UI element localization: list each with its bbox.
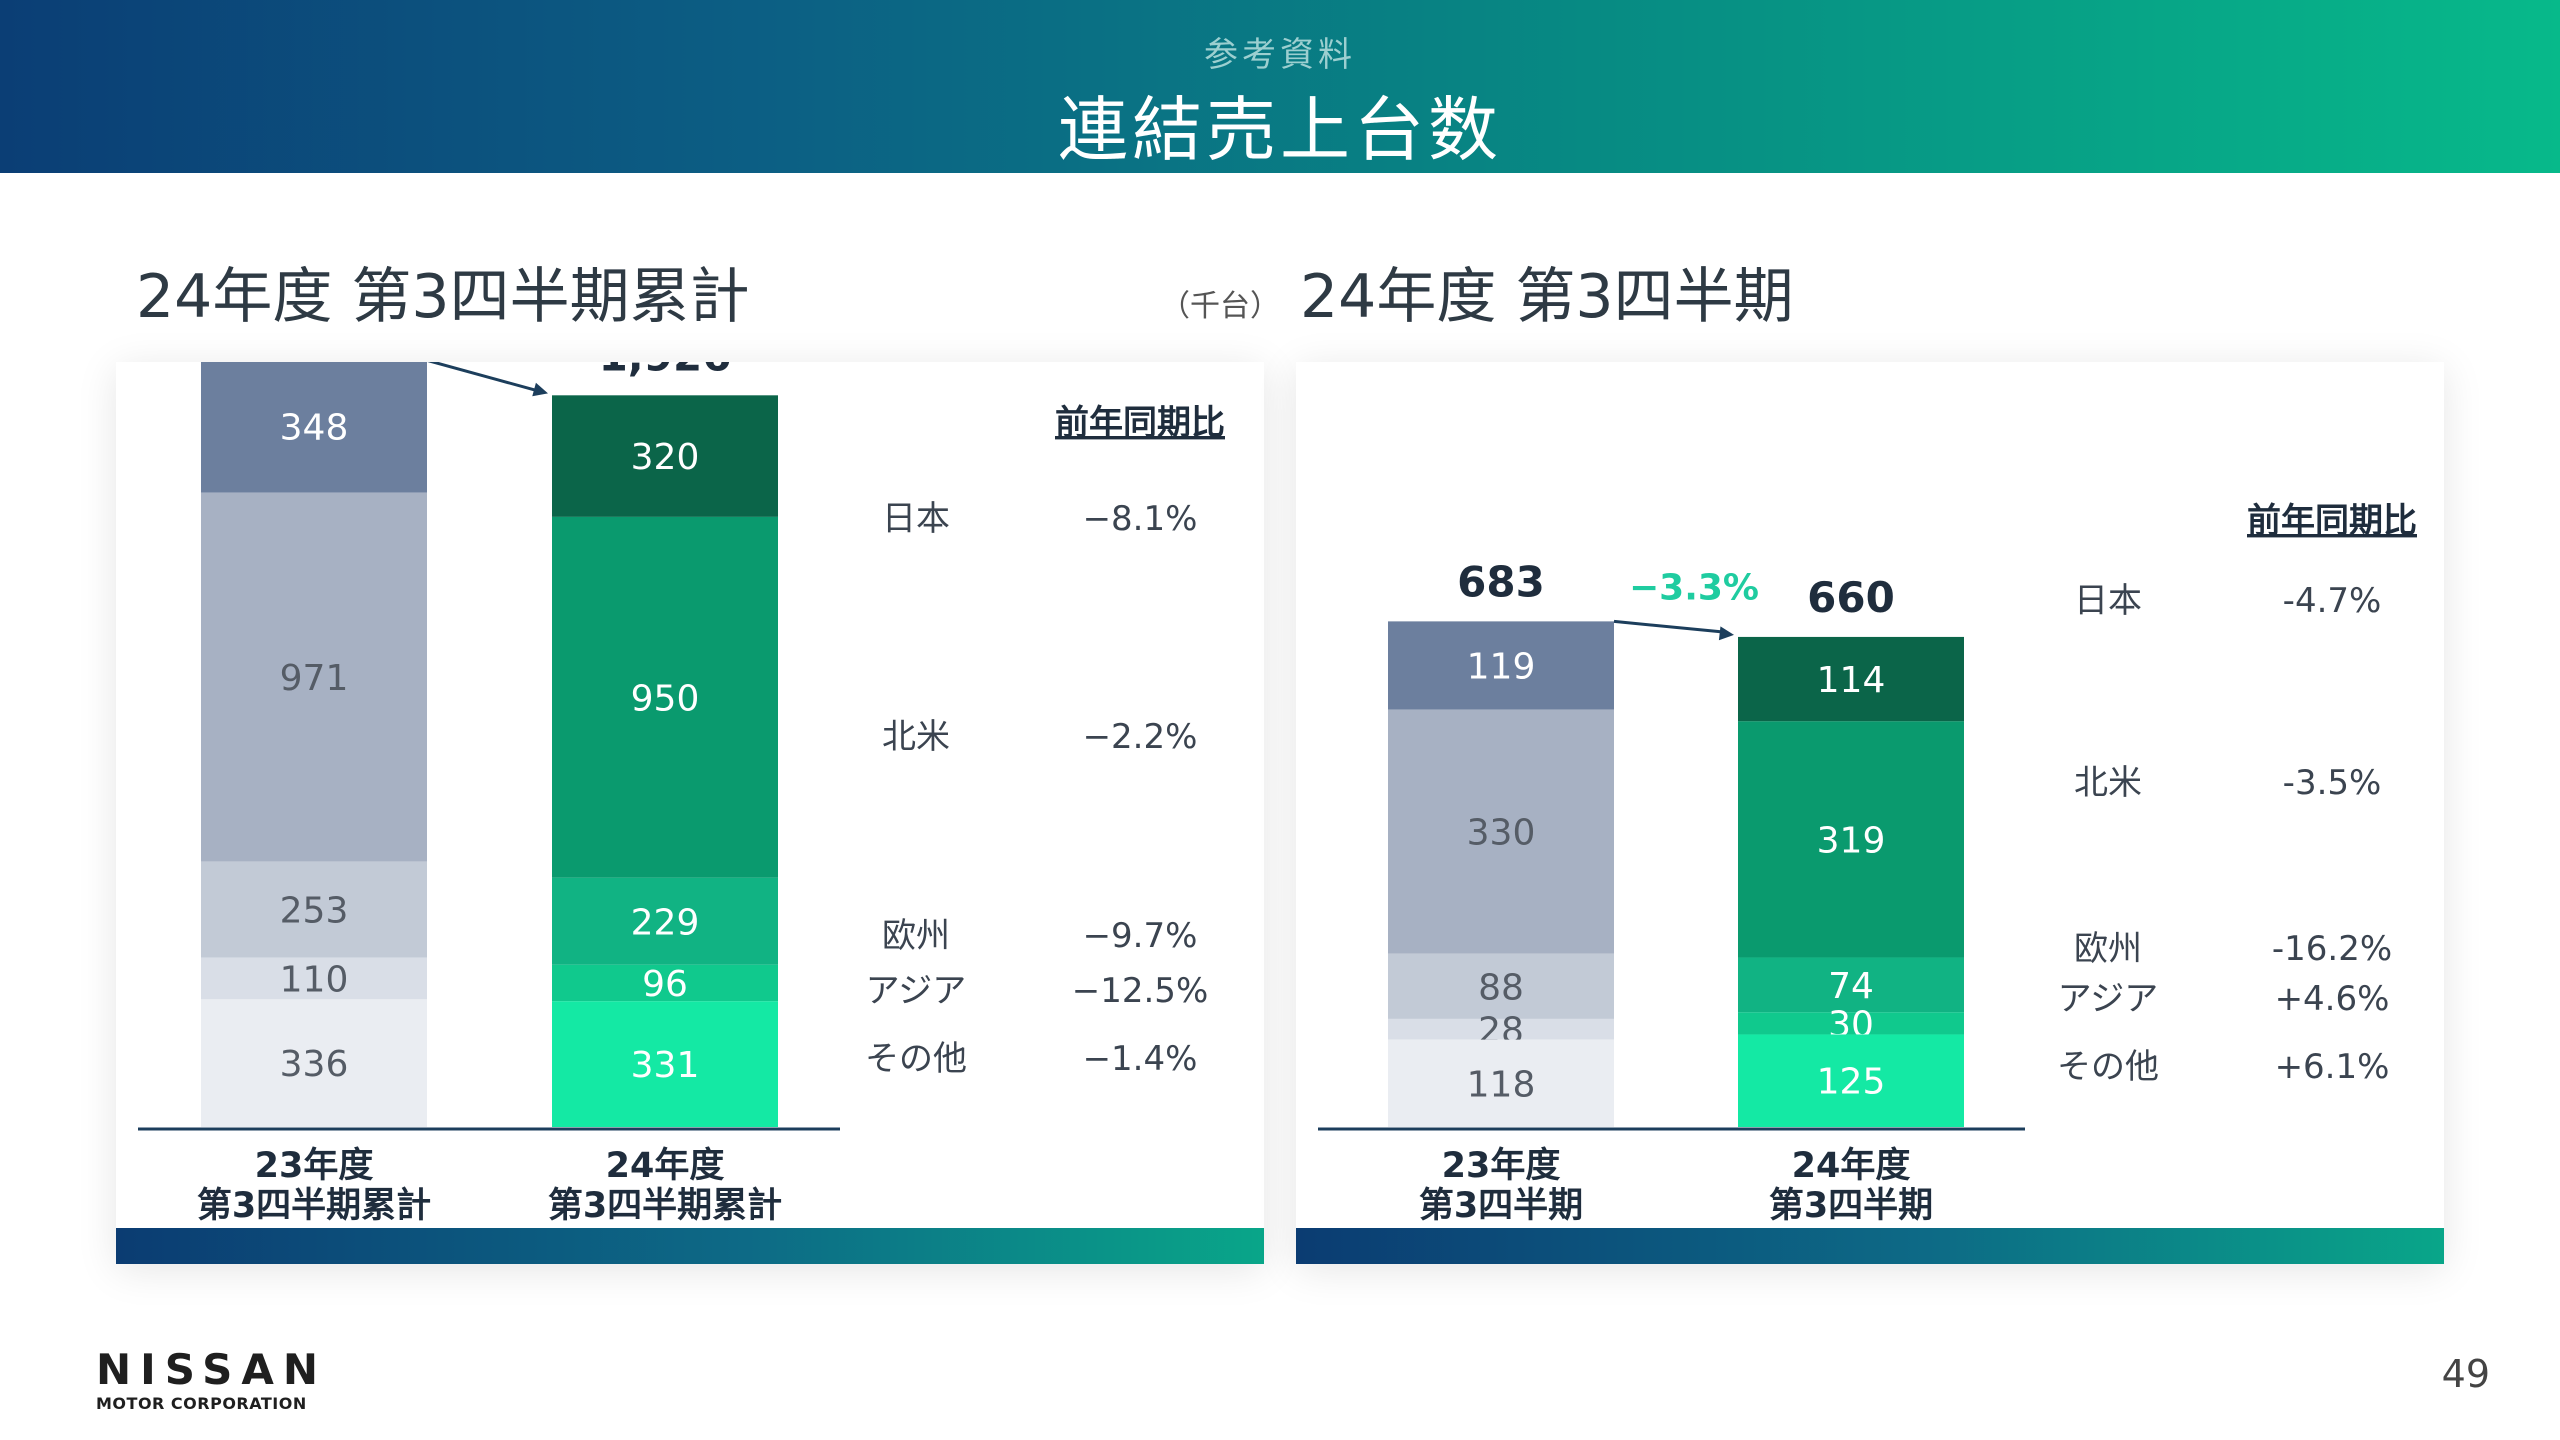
category-label-line2: 第3四半期累計	[548, 1186, 782, 1226]
region-label: その他	[2057, 1047, 2159, 1087]
data-label: 319	[1817, 820, 1886, 861]
unit-label: （千台）	[1160, 289, 1280, 324]
bar-segment-アジア	[552, 964, 778, 1002]
chart-cumulative: 3489712531103362,01823年度第3四半期累計320950229…	[138, 362, 1225, 1226]
bar-segment-北米	[201, 492, 427, 862]
bar-segment-北米	[1388, 709, 1614, 954]
page-title: 連結売上台数	[1058, 89, 1502, 171]
data-label: 74	[1828, 966, 1874, 1007]
yoy-header: 前年同期比	[2247, 501, 2417, 541]
data-label: 114	[1817, 660, 1886, 701]
logo-corp: MOTOR CORPORATION	[96, 1394, 307, 1413]
region-label: アジア	[2058, 979, 2159, 1019]
yoy-value: −12.5%	[1072, 971, 1209, 1011]
nissan-logo: NISSAN MOTOR CORPORATION	[96, 1345, 328, 1414]
chart-quarter: 119330882811868323年度第3四半期114319743012566…	[1318, 501, 2417, 1226]
region-label: 北米	[882, 717, 950, 757]
logo-name: NISSAN	[96, 1345, 328, 1394]
data-label: 950	[631, 678, 700, 719]
bar-segment-その他	[1738, 1034, 1964, 1127]
header-subtitle: 参考資料	[1204, 35, 1356, 75]
category-label-line2: 第3四半期	[1419, 1186, 1583, 1226]
bar-segment-その他	[552, 1001, 778, 1127]
left-section-title: 24年度 第3四半期累計	[136, 262, 750, 332]
data-label: 330	[1467, 813, 1536, 854]
region-label: 欧州	[882, 916, 950, 956]
yoy-value: -4.7%	[2283, 581, 2382, 621]
change-arrow-head	[532, 382, 548, 397]
region-label: 日本	[882, 499, 950, 539]
data-label: 110	[280, 959, 349, 1000]
category-label-line1: 24年度	[1792, 1146, 1911, 1186]
region-label: その他	[865, 1039, 967, 1079]
bar-segment-北米	[552, 516, 778, 878]
data-label: 88	[1478, 967, 1524, 1008]
change-arrow-head	[1718, 626, 1734, 641]
page-number: 49	[2441, 1352, 2490, 1396]
bar-segment-北米	[1738, 721, 1964, 958]
category-label-line2: 第3四半期累計	[197, 1186, 431, 1226]
yoy-value: -16.2%	[2272, 929, 2392, 969]
region-label: アジア	[866, 971, 967, 1011]
data-label: 119	[1467, 646, 1536, 687]
data-label: 348	[280, 407, 349, 448]
bar-segment-日本	[1388, 621, 1614, 710]
bar-segment-その他	[1388, 1039, 1614, 1127]
chart-panel-quarter: 119 330 88 28 118 683 23年度 第3四半期 114 319 74 30 125 66…	[1296, 362, 2444, 1264]
yoy-value: -3.5%	[2283, 763, 2382, 803]
category-label-line1: 23年度	[255, 1146, 374, 1186]
total-label: 683	[1457, 557, 1545, 606]
total-label: 1,926	[599, 362, 732, 380]
right-section-title: 24年度 第3四半期	[1300, 262, 1794, 332]
bar-segment-アジア	[1388, 1018, 1614, 1040]
yoy-value: −9.7%	[1083, 916, 1198, 956]
data-label: 971	[280, 658, 349, 699]
bar-segment-その他	[201, 999, 427, 1127]
data-label: 253	[280, 891, 349, 932]
bar-segment-日本	[552, 395, 778, 517]
bar-segment-日本	[1738, 636, 1964, 722]
yoy-header: 前年同期比	[1055, 403, 1225, 443]
data-label: 125	[1817, 1062, 1886, 1103]
yoy-value: +4.6%	[2275, 979, 2390, 1019]
change-arrow-line	[427, 362, 537, 392]
category-label-line2: 第3四半期	[1769, 1186, 1933, 1226]
bar-segment-日本	[201, 362, 427, 493]
panel-accent-bar	[1296, 1228, 2444, 1264]
change-arrow-line	[1613, 619, 1723, 634]
data-label: 336	[280, 1044, 349, 1085]
yoy-value: −1.4%	[1083, 1039, 1198, 1079]
category-label-line1: 24年度	[606, 1146, 725, 1186]
yoy-value: −2.2%	[1083, 717, 1198, 757]
region-label: 北米	[2074, 763, 2142, 803]
bar-segment-アジア	[201, 957, 427, 1000]
bar-segment-欧州	[201, 861, 427, 958]
data-label: 331	[631, 1045, 700, 1086]
region-label: 欧州	[2074, 929, 2142, 969]
bar-segment-欧州	[1388, 953, 1614, 1019]
data-label: 320	[631, 437, 700, 478]
data-label: 96	[642, 964, 688, 1005]
bar-segment-欧州	[552, 877, 778, 965]
data-label: 229	[631, 902, 700, 943]
panel-accent-bar	[116, 1228, 1264, 1264]
bar-segment-欧州	[1738, 957, 1964, 1013]
chart-panel-cumulative: 3489712531103362,01823年度第3四半期累計320950229…	[116, 362, 1264, 1264]
change-percent-label: −3.3%	[1629, 567, 1759, 608]
yoy-value: +6.1%	[2275, 1047, 2390, 1087]
yoy-value: −8.1%	[1083, 499, 1198, 539]
category-label-line1: 23年度	[1442, 1146, 1561, 1186]
bar-segment-アジア	[1738, 1012, 1964, 1035]
header-banner: 参考資料 連結売上台数	[0, 0, 2560, 173]
data-label: 118	[1467, 1064, 1536, 1105]
region-label: 日本	[2074, 581, 2142, 621]
total-label: 660	[1807, 573, 1895, 622]
